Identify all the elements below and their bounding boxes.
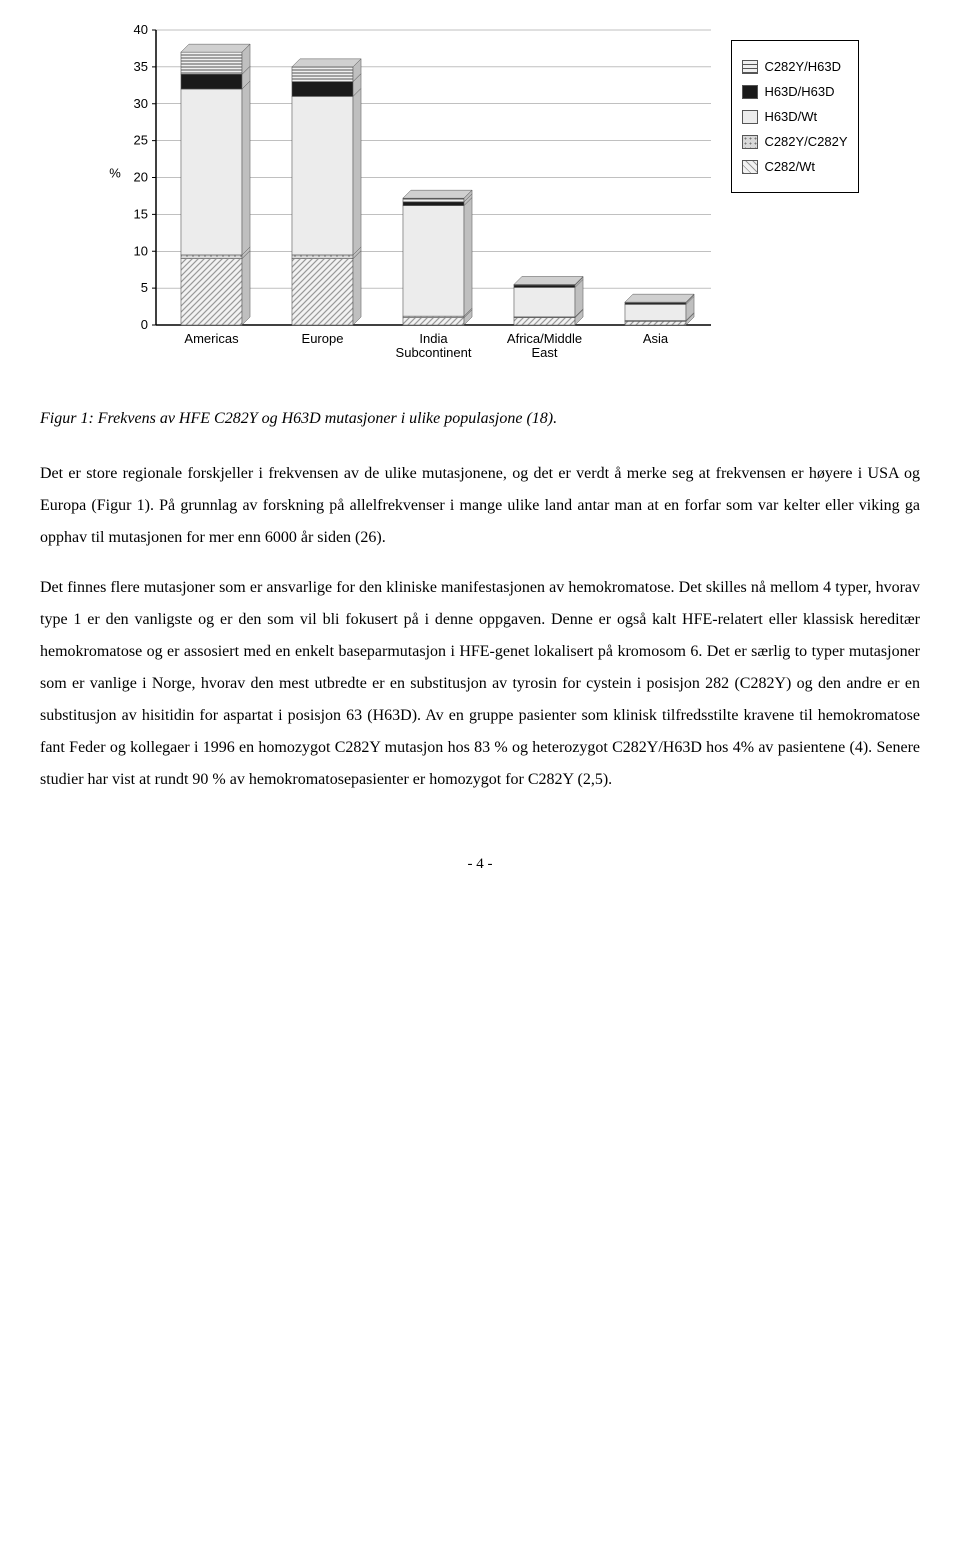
svg-text:Asia: Asia (643, 331, 669, 346)
svg-text:25: 25 (134, 133, 148, 148)
chart-container: 0 5 10 15 20 25 30 35 40% Americas Europe IndiaSubc… (40, 20, 920, 380)
legend-item: C282Y/C282Y (742, 134, 847, 149)
svg-text:5: 5 (141, 280, 148, 295)
chart-legend: C282Y/H63D H63D/H63D H63D/Wt C282Y/C282Y C28… (731, 40, 858, 193)
svg-text:%: % (110, 166, 122, 181)
legend-label: C282/Wt (764, 159, 815, 174)
legend-label: C282Y/H63D (764, 59, 841, 74)
stacked-bar-chart: 0 5 10 15 20 25 30 35 40% Americas Europe IndiaSubc… (101, 20, 721, 380)
page-number: - 4 - (40, 856, 920, 873)
svg-text:Subcontinent: Subcontinent (396, 345, 472, 360)
legend-item: H63D/H63D (742, 84, 847, 99)
legend-label: H63D/H63D (764, 84, 834, 99)
svg-text:Africa/Middle: Africa/Middle (507, 331, 582, 346)
svg-text:Europe: Europe (302, 331, 344, 346)
svg-text:20: 20 (134, 170, 148, 185)
figure-caption: Figur 1: Frekvens av HFE C282Y og H63D m… (40, 410, 920, 428)
svg-text:Americas: Americas (185, 331, 240, 346)
svg-text:0: 0 (141, 317, 148, 332)
legend-item: H63D/Wt (742, 109, 847, 124)
legend-item: C282/Wt (742, 159, 847, 174)
legend-label: C282Y/C282Y (764, 134, 847, 149)
paragraph-2: Det finnes flere mutasjoner som er ansva… (40, 572, 920, 796)
svg-text:40: 40 (134, 22, 148, 37)
paragraph-1: Det er store regionale forskjeller i fre… (40, 458, 920, 554)
legend-item: C282Y/H63D (742, 59, 847, 74)
legend-label: H63D/Wt (764, 109, 817, 124)
svg-text:10: 10 (134, 243, 148, 258)
svg-text:15: 15 (134, 206, 148, 221)
svg-text:30: 30 (134, 96, 148, 111)
svg-text:35: 35 (134, 59, 148, 74)
svg-text:East: East (532, 345, 558, 360)
svg-text:India: India (420, 331, 449, 346)
